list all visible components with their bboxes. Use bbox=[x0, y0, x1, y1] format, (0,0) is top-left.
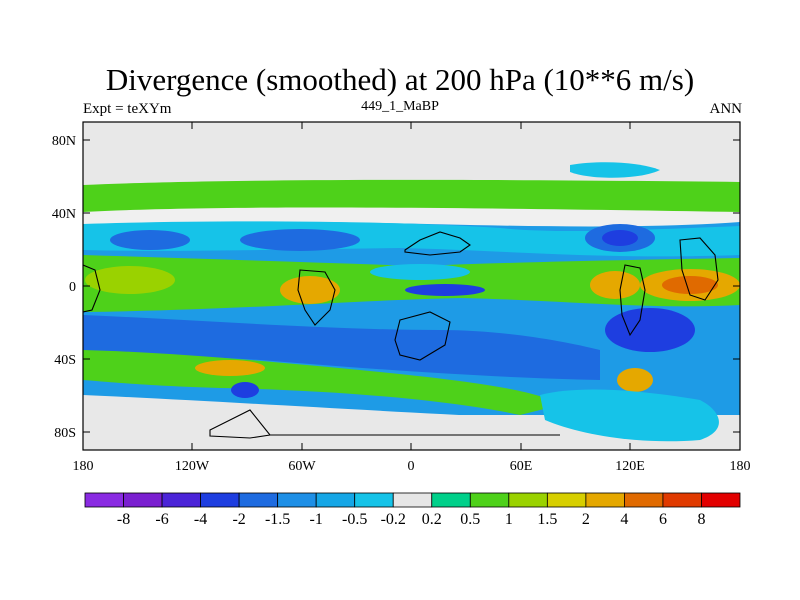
lat-tick-marks bbox=[83, 139, 740, 433]
colorbar-swatch bbox=[277, 492, 317, 508]
lat-label-40n: 40N bbox=[52, 207, 76, 222]
lat-label-80s: 80S bbox=[54, 426, 76, 441]
colorbar-swatch bbox=[354, 492, 394, 508]
lon-label-180e: 180 bbox=[730, 459, 751, 474]
colorbar-swatch bbox=[238, 492, 279, 508]
colorbar-label: 8 bbox=[697, 511, 705, 528]
colorbar-swatch bbox=[701, 492, 741, 508]
colorbar-label: -0.2 bbox=[381, 511, 406, 528]
colorbar-swatch bbox=[84, 492, 124, 508]
colorbar-swatch bbox=[431, 492, 471, 508]
colorbar-label: 6 bbox=[659, 511, 667, 528]
lat-label-40s: 40S bbox=[54, 353, 76, 368]
colorbar-label: 4 bbox=[620, 511, 628, 528]
colorbar-label: 1.5 bbox=[537, 511, 557, 528]
lon-label-120w: 120W bbox=[175, 459, 210, 474]
colorbar-label: -1 bbox=[310, 511, 323, 528]
lat-label-80n: 80N bbox=[52, 134, 76, 149]
lon-label-60e: 60E bbox=[510, 459, 533, 474]
lat-label-eq: 0 bbox=[69, 280, 76, 295]
colorbar-swatch bbox=[662, 492, 702, 508]
colorbar-swatch bbox=[161, 492, 201, 508]
colorbar-label: -1.5 bbox=[265, 511, 290, 528]
colorbar-label: -8 bbox=[117, 511, 130, 528]
continent-outlines bbox=[83, 231, 719, 439]
colorbar-label: 0.2 bbox=[422, 511, 442, 528]
colorbar-label: -4 bbox=[194, 511, 207, 528]
experiment-label: Expt = teXYm bbox=[83, 101, 172, 117]
map-title: Divergence (smoothed) at 200 hPa (10**6 … bbox=[105, 62, 695, 97]
lon-tick-marks bbox=[191, 122, 631, 450]
lon-label-0: 0 bbox=[408, 459, 415, 474]
colorbar-swatch bbox=[123, 492, 163, 508]
colorbar-label: -0.5 bbox=[342, 511, 367, 528]
colorbar-label: -6 bbox=[155, 511, 168, 528]
colorbar-label: 1 bbox=[505, 511, 513, 528]
colorbar-swatch bbox=[469, 492, 510, 508]
lon-label-120e: 120E bbox=[615, 459, 645, 474]
lon-label-60w: 60W bbox=[288, 459, 316, 474]
colorbar-swatch bbox=[200, 492, 240, 508]
colorbar: -8 -6 -4 -2 -1.5 -1 -0.5 -0.2 0.2 0.5 1 1.5 2 4 6 8 bbox=[84, 492, 741, 528]
colorbar-label: -2 bbox=[232, 511, 245, 528]
colorbar-label: 0.5 bbox=[460, 511, 480, 528]
season-label: ANN bbox=[709, 101, 743, 117]
colorbar-label: 2 bbox=[582, 511, 590, 528]
contour-fill bbox=[83, 162, 740, 450]
colorbar-swatch bbox=[624, 492, 664, 508]
colorbar-swatch bbox=[315, 492, 356, 508]
case-label: 449_1_MaBP bbox=[361, 99, 439, 114]
colorbar-swatch bbox=[546, 492, 587, 508]
lon-label-180w: 180 bbox=[73, 459, 94, 474]
colorbar-swatch bbox=[508, 492, 548, 508]
colorbar-swatch bbox=[392, 492, 433, 508]
colorbar-swatch bbox=[585, 492, 625, 508]
